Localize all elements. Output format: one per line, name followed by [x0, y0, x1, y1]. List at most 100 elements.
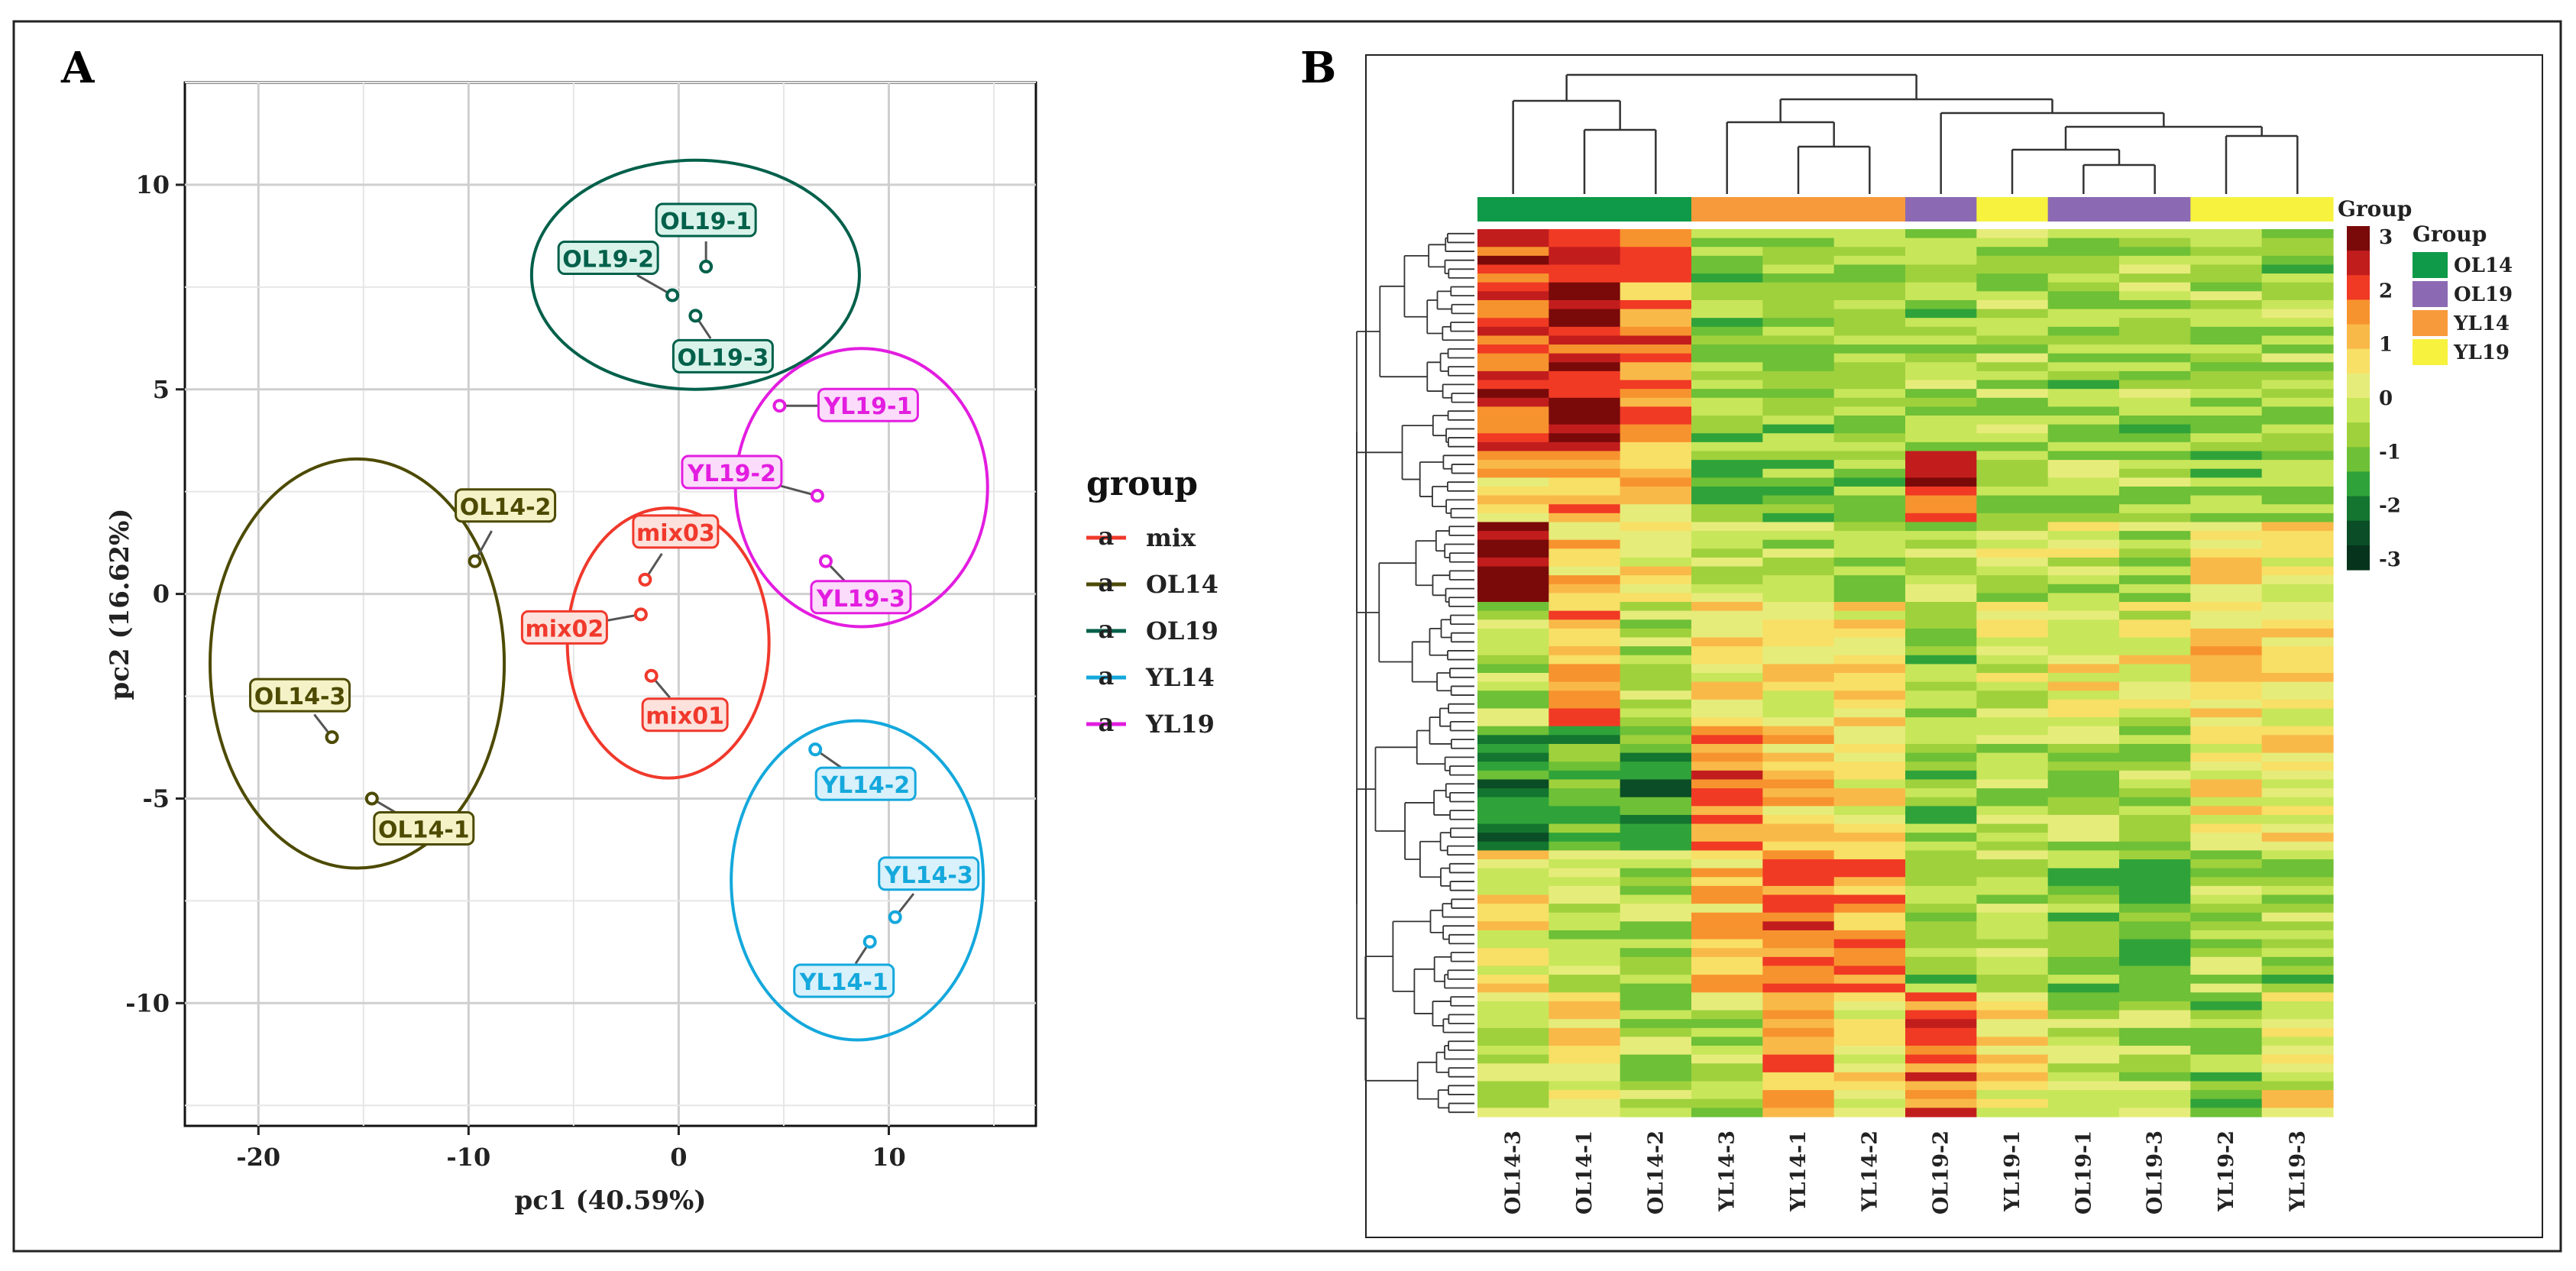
heatmap-cell — [1833, 380, 1906, 390]
heatmap-cell — [2261, 486, 2334, 496]
heatmap-cell — [1477, 646, 1549, 656]
heatmap-cell — [1620, 309, 1692, 319]
heatmap-cell — [1833, 416, 1906, 425]
heatmap-cell — [2047, 1090, 2120, 1100]
heatmap-cell — [1905, 983, 1977, 993]
heatmap-cell — [1549, 513, 1621, 523]
heatmap-cell — [1620, 717, 1692, 727]
heatmap-cell — [1549, 743, 1621, 754]
heatmap-cell — [2047, 859, 2120, 869]
heatmap-cell — [1549, 850, 1621, 860]
heatmap-cell — [1620, 1027, 1692, 1038]
heatmap-cell — [1620, 460, 1692, 470]
heatmap-cell — [1620, 655, 1692, 665]
heatmap-cell — [2119, 460, 2191, 470]
heatmap-cell — [2261, 380, 2334, 390]
heatmap-cell — [2261, 513, 2334, 523]
heatmap-cell — [1976, 823, 2049, 833]
heatmap-cell — [1477, 743, 1549, 754]
point-label-box — [672, 338, 774, 374]
color-scale-step — [2347, 447, 2370, 473]
heatmap-cell — [1691, 646, 1763, 656]
heatmap-cell — [1549, 841, 1621, 851]
heatmap-cell — [1976, 868, 2049, 878]
heatmap-cell — [2261, 833, 2334, 842]
heatmap-cell — [2119, 309, 2191, 319]
heatmap-cell — [1833, 539, 1906, 549]
heatmap-cell — [2190, 859, 2263, 869]
heatmap-cell — [2261, 673, 2334, 683]
heatmap-cell — [2190, 1037, 2263, 1046]
heatmap-cell — [1833, 1098, 1906, 1108]
heatmap-cell — [2047, 1037, 2120, 1046]
heatmap-cell — [1691, 894, 1763, 904]
heatmap-panel: Group OL14-3 OL14-1 OL14-2 YL14-3 YL14-1 YL14… — [1356, 54, 2543, 1238]
legend-item-ol14: OL14 — [1146, 570, 1218, 599]
heatmap-cell — [2119, 939, 2191, 949]
heatmap-cell — [1691, 823, 1763, 833]
heatmap-cell — [1549, 1019, 1621, 1029]
heatmap-cell — [1691, 699, 1763, 710]
heatmap-cell — [2190, 619, 2263, 629]
heatmap-cell — [1691, 956, 1763, 967]
heatmap-cell — [2261, 610, 2334, 620]
heatmap-cell — [1976, 628, 2049, 639]
heatmap-cell — [1762, 531, 1835, 541]
data-point — [862, 934, 877, 949]
heatmap-cell — [2047, 602, 2120, 612]
heatmap-cell — [2047, 229, 2120, 239]
heatmap-cell — [1620, 539, 1692, 549]
heatmap-cell — [1549, 406, 1621, 416]
heatmap-cell — [1762, 850, 1835, 860]
heatmap-cell — [2119, 788, 2191, 798]
heatmap-cell — [2190, 1054, 2263, 1064]
heatmap-cell — [1620, 326, 1692, 337]
heatmap-cell — [1620, 477, 1692, 487]
heatmap-cell — [1976, 539, 2049, 549]
pca-y-axis-title: pc2 (16.62%) — [105, 509, 135, 700]
color-scale-step — [2347, 398, 2370, 423]
heatmap-cell — [2190, 948, 2263, 958]
heatmap-cell — [2047, 921, 2120, 931]
heatmap-cell — [2261, 389, 2334, 399]
heatmap-cell — [1762, 619, 1835, 629]
pca-ticks: -20 -10 0 10 10 5 0 -5 -10 — [125, 170, 906, 1172]
heatmap-cell — [2190, 806, 2263, 816]
pca-legend: group a mix a OL14 a OL19 a YL14 a YL19 — [1086, 464, 1218, 739]
heatmap-cell — [1549, 557, 1621, 568]
heatmap-cell — [1477, 1081, 1549, 1091]
heatmap-cell — [1691, 912, 1763, 922]
heatmap-cell — [2047, 1054, 2120, 1064]
annotation-cell-yl19 — [2261, 197, 2334, 222]
group-legend-swatch — [2413, 252, 2448, 278]
heatmap-cell — [1762, 894, 1835, 904]
heatmap-cell — [1905, 948, 1977, 958]
heatmap-cell — [1833, 814, 1906, 825]
heatmap-cell — [1477, 859, 1549, 869]
heatmap-cell — [1976, 255, 2049, 266]
heatmap-cell — [1905, 299, 1977, 310]
heatmap-cell — [1620, 1072, 1692, 1082]
heatmap-cell — [2047, 238, 2120, 247]
heatmap-cell — [1691, 531, 1763, 541]
heatmap-cell — [1477, 894, 1549, 904]
heatmap-cell — [1549, 522, 1621, 532]
heatmap-cell — [2261, 416, 2334, 425]
heatmap-cell — [2119, 637, 2191, 647]
heatmap-cell — [1905, 486, 1977, 496]
heatmap-cell — [2190, 486, 2263, 496]
heatmap-cell — [1976, 602, 2049, 612]
heatmap-cell — [1905, 548, 1977, 558]
heatmap-cell — [1691, 992, 1763, 1002]
heatmap-cell — [1549, 833, 1621, 842]
heatmap-cell — [1762, 841, 1835, 851]
heatmap-cell — [1762, 522, 1835, 532]
heatmap-cell — [1833, 762, 1906, 771]
heatmap-cell — [1762, 335, 1835, 345]
heatmap-cell — [2190, 868, 2263, 878]
heatmap-cell — [1477, 850, 1549, 860]
heatmap-cell — [1691, 752, 1763, 762]
heatmap-cell — [1833, 655, 1906, 665]
heatmap-cell — [1691, 380, 1763, 390]
